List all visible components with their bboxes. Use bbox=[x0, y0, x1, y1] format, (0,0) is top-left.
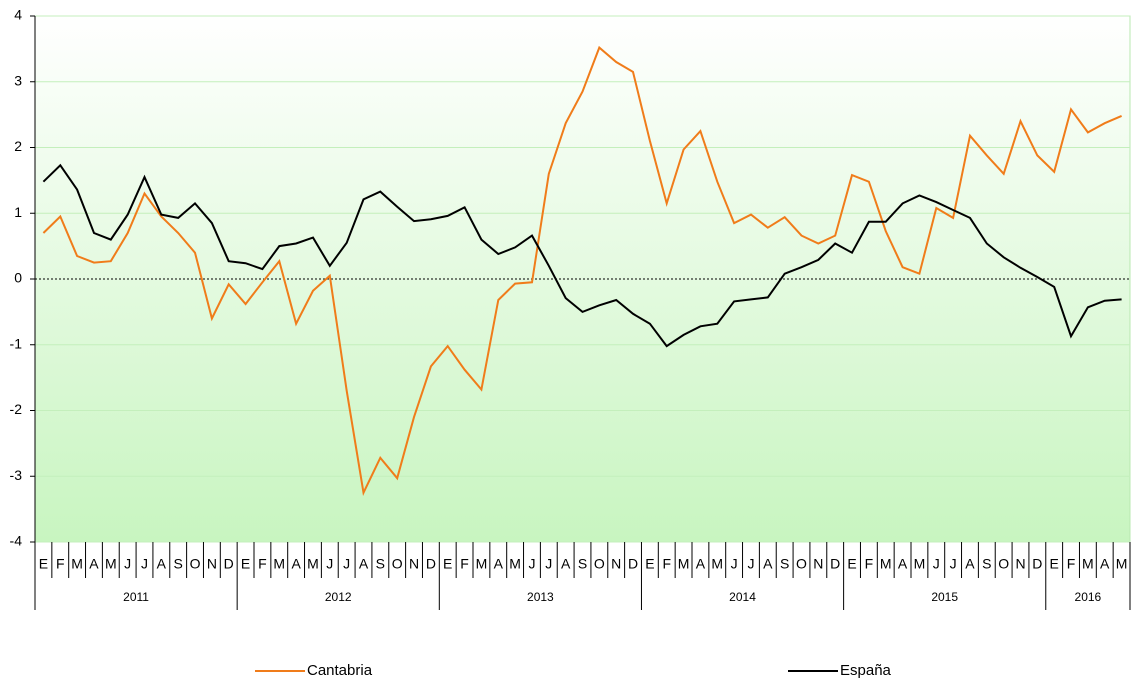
x-tick-label: N bbox=[409, 556, 419, 572]
x-tick-label: E bbox=[847, 556, 856, 572]
x-tick-label: A bbox=[291, 556, 301, 572]
y-tick-label: -3 bbox=[10, 467, 23, 483]
x-tick-label: J bbox=[528, 556, 535, 572]
x-tick-label: A bbox=[898, 556, 908, 572]
x-tick-label: J bbox=[747, 556, 754, 572]
y-tick-label: -2 bbox=[10, 401, 23, 417]
x-tick-label: S bbox=[174, 556, 183, 572]
y-tick-label: 2 bbox=[14, 138, 22, 154]
x-tick-label: J bbox=[545, 556, 552, 572]
x-tick-label: F bbox=[258, 556, 267, 572]
x-tick-label: S bbox=[578, 556, 587, 572]
x-tick-label: O bbox=[594, 556, 605, 572]
x-tick-label: O bbox=[190, 556, 201, 572]
x-tick-label: J bbox=[343, 556, 350, 572]
x-tick-label: N bbox=[813, 556, 823, 572]
legend-label: España bbox=[840, 662, 892, 679]
x-tick-label: S bbox=[982, 556, 991, 572]
year-label: 2011 bbox=[123, 590, 149, 604]
y-tick-label: 4 bbox=[14, 7, 22, 23]
x-tick-label: D bbox=[426, 556, 436, 572]
x-tick-label: M bbox=[1082, 556, 1094, 572]
x-tick-label: A bbox=[359, 556, 369, 572]
x-tick-label: D bbox=[1032, 556, 1042, 572]
x-tick-label: A bbox=[965, 556, 975, 572]
x-tick-label: A bbox=[494, 556, 504, 572]
x-tick-label: E bbox=[1050, 556, 1059, 572]
x-tick-label: M bbox=[273, 556, 285, 572]
x-tick-label: F bbox=[56, 556, 65, 572]
x-tick-label: N bbox=[611, 556, 621, 572]
y-tick-label: -1 bbox=[10, 335, 23, 351]
x-tick-label: E bbox=[443, 556, 452, 572]
x-tick-label: N bbox=[207, 556, 217, 572]
year-label: 2015 bbox=[931, 590, 958, 604]
x-tick-label: D bbox=[830, 556, 840, 572]
series-line bbox=[42, 163, 1122, 348]
x-tick-label: M bbox=[71, 556, 83, 572]
y-tick-label: -4 bbox=[10, 533, 23, 549]
x-tick-label: E bbox=[39, 556, 48, 572]
x-tick-label: A bbox=[89, 556, 99, 572]
x-tick-label: O bbox=[392, 556, 403, 572]
series-line bbox=[42, 45, 1122, 496]
y-tick-label: 3 bbox=[14, 72, 22, 88]
x-tick-label: M bbox=[105, 556, 117, 572]
x-tick-label: D bbox=[224, 556, 234, 572]
x-tick-label: A bbox=[157, 556, 167, 572]
x-tick-label: A bbox=[561, 556, 571, 572]
x-tick-label: M bbox=[711, 556, 723, 572]
y-tick-label: 0 bbox=[14, 270, 22, 286]
x-tick-label: S bbox=[376, 556, 385, 572]
x-tick-label: O bbox=[998, 556, 1009, 572]
x-tick-label: M bbox=[307, 556, 319, 572]
x-tick-label: J bbox=[141, 556, 148, 572]
x-tick-label: A bbox=[696, 556, 706, 572]
x-tick-label: M bbox=[1116, 556, 1128, 572]
x-tick-label: O bbox=[796, 556, 807, 572]
x-tick-label: J bbox=[731, 556, 738, 572]
x-tick-label: D bbox=[628, 556, 638, 572]
x-tick-label: J bbox=[124, 556, 131, 572]
x-tick-label: J bbox=[950, 556, 957, 572]
x-tick-label: F bbox=[662, 556, 671, 572]
x-tick-label: A bbox=[1100, 556, 1110, 572]
x-tick-label: M bbox=[509, 556, 521, 572]
x-tick-label: M bbox=[914, 556, 926, 572]
x-tick-label: M bbox=[678, 556, 690, 572]
x-tick-label: J bbox=[933, 556, 940, 572]
year-label: 2016 bbox=[1075, 590, 1102, 604]
x-tick-label: S bbox=[780, 556, 789, 572]
x-tick-label: N bbox=[1015, 556, 1025, 572]
x-tick-label: E bbox=[241, 556, 250, 572]
x-tick-label: E bbox=[645, 556, 654, 572]
x-tick-label: A bbox=[763, 556, 773, 572]
year-label: 2012 bbox=[325, 590, 352, 604]
x-tick-label: J bbox=[326, 556, 333, 572]
x-tick-label: M bbox=[880, 556, 892, 572]
legend-label: Cantabria bbox=[307, 662, 373, 679]
year-label: 2014 bbox=[729, 590, 756, 604]
y-tick-label: 1 bbox=[14, 204, 22, 220]
x-tick-label: F bbox=[1067, 556, 1076, 572]
x-tick-label: M bbox=[476, 556, 488, 572]
year-label: 2013 bbox=[527, 590, 554, 604]
x-tick-label: F bbox=[460, 556, 469, 572]
x-tick-label: F bbox=[865, 556, 874, 572]
